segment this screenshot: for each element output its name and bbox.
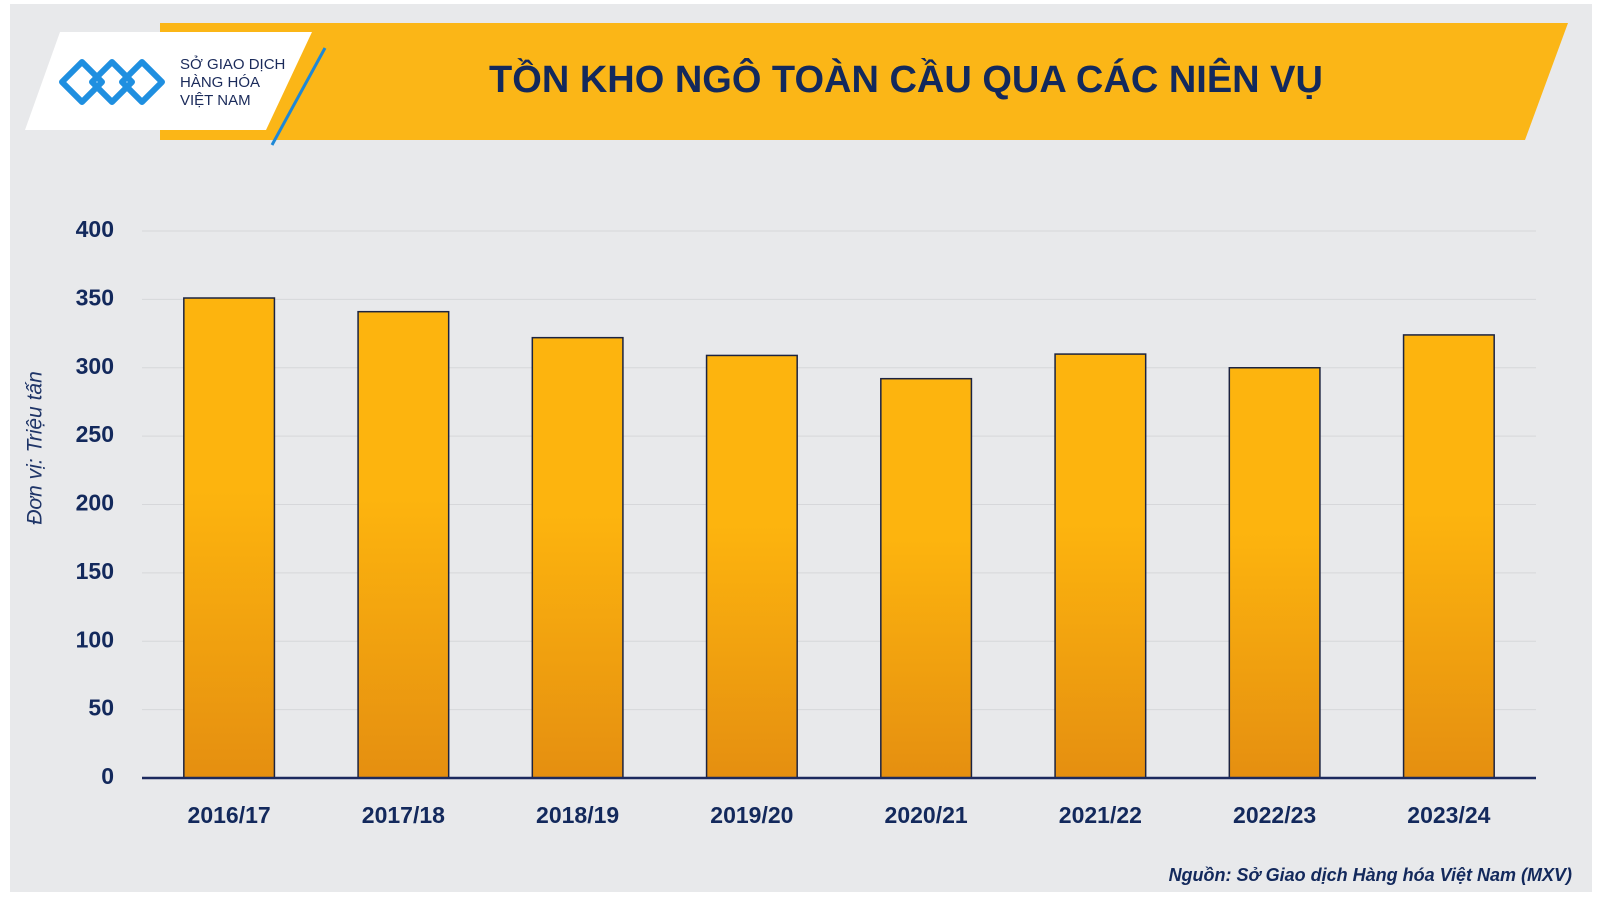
source-note: Nguồn: Sở Giao dịch Hàng hóa Việt Nam (M… [1169,865,1572,885]
x-tick-label: 2019/20 [710,802,793,828]
bar [183,297,276,779]
logo-text: HÀNG HÓA [180,74,260,91]
y-tick-label: 150 [76,558,114,584]
y-tick-label: 50 [88,695,114,721]
y-tick-label: 0 [101,763,114,789]
y-axis-label: Đơn vị: Triệu tấn [24,371,47,525]
y-tick-label: 200 [76,490,114,516]
x-tick-label: 2017/18 [362,802,445,828]
logo-text: SỞ GIAO DỊCH [180,55,285,73]
x-tick-label: 2020/21 [885,802,968,828]
bar [357,310,450,779]
chart-title: TỒN KHO NGÔ TOÀN CẦU QUA CÁC NIÊN VỤ [489,56,1323,101]
bar [1402,334,1495,779]
bar [531,336,624,779]
x-tick-label: 2023/24 [1407,802,1490,828]
logo-panel [25,32,312,130]
bar [880,377,973,779]
y-tick-label: 300 [76,353,114,379]
y-tick-label: 400 [76,216,114,242]
x-tick-label: 2021/22 [1059,802,1142,828]
bar [705,354,798,779]
y-tick-label: 350 [76,284,114,310]
x-tick-label: 2022/23 [1233,802,1316,828]
y-tick-label: 250 [76,421,114,447]
title-banner [160,23,1568,140]
bar [1228,367,1321,779]
logo-stripe [270,47,327,146]
bar [1054,353,1147,779]
x-tick-label: 2016/17 [188,802,271,828]
logo-text: VIỆT NAM [180,92,251,109]
logo-mark [59,59,165,105]
y-tick-label: 100 [76,626,114,652]
x-tick-label: 2018/19 [536,802,619,828]
